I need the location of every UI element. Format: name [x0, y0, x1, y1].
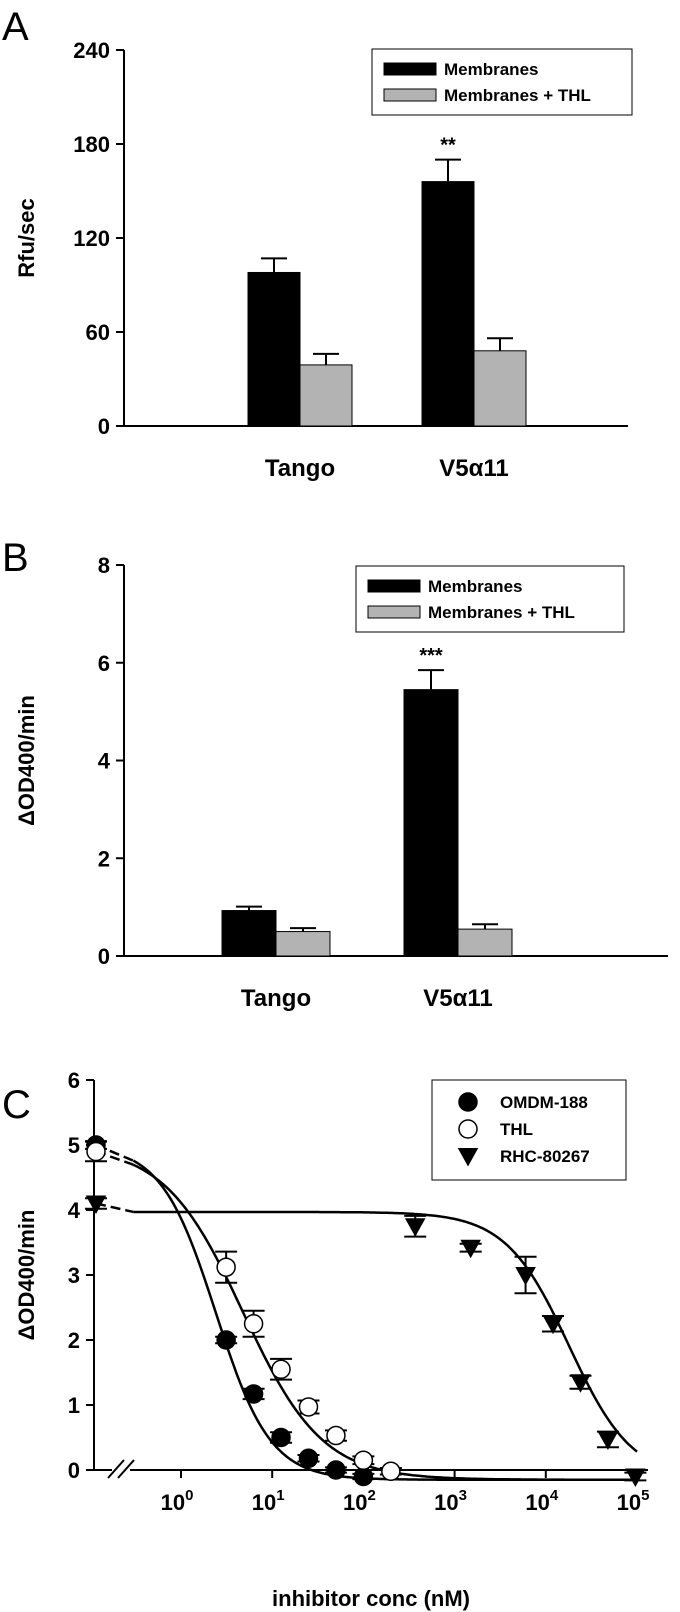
x-tick-label: 100 — [161, 1487, 194, 1515]
bar — [403, 689, 459, 957]
legend-label: OMDM-188 — [500, 1093, 588, 1112]
category-label: Tango — [265, 455, 335, 482]
y-tick-label: 60 — [86, 320, 110, 345]
data-point — [271, 1427, 291, 1448]
data-point — [597, 1431, 619, 1450]
data-point — [298, 1397, 319, 1417]
data-point — [353, 1466, 374, 1487]
data-point — [353, 1450, 374, 1470]
y-tick-label: 4 — [68, 1198, 81, 1223]
data-point — [216, 1257, 236, 1277]
legend-label: RHC-80267 — [500, 1147, 590, 1166]
bar — [457, 928, 513, 957]
y-tick-label: 0 — [98, 944, 110, 969]
y-tick-label: 8 — [98, 553, 110, 578]
legend-swatch — [383, 62, 437, 76]
category-label: Tango — [241, 985, 311, 1012]
data-point — [458, 1092, 478, 1112]
panel-b: B 0 2 4 6 8 ΔOD400/min Tango V5α11 *** Membranes M… — [2, 536, 668, 1012]
y-tick-label: 3 — [68, 1263, 80, 1288]
y-tick-label: 2 — [68, 1328, 80, 1353]
panel-c: C 0 1 2 3 4 5 6 100 101 102 103 104 105 inhibitor con… — [2, 1068, 649, 1611]
category-label: V5α11 — [439, 455, 508, 482]
x-tick-label: 104 — [525, 1487, 558, 1515]
data-point — [457, 1148, 479, 1167]
y-axis-title: ΔOD400/min — [14, 695, 39, 826]
data-point — [542, 1315, 564, 1335]
bar — [473, 350, 527, 427]
data-point — [460, 1239, 481, 1259]
bar — [247, 271, 301, 427]
y-tick-label: 2 — [98, 846, 110, 871]
legend-label: THL — [500, 1120, 533, 1139]
y-tick-label: 180 — [73, 132, 110, 157]
panel-c-letter: C — [2, 1083, 31, 1127]
y-tick-label: 120 — [73, 226, 110, 251]
data-point — [271, 1359, 291, 1379]
x-tick-label: 105 — [617, 1487, 650, 1515]
data-point — [243, 1314, 264, 1334]
data-point — [243, 1384, 264, 1404]
data-point — [625, 1468, 646, 1488]
legend-swatch — [367, 579, 421, 593]
data-point — [404, 1218, 426, 1237]
panel-a: A 0 60 120 180 240 Rfu/sec Tango V5α11 ** Membran… — [2, 5, 633, 482]
bar — [275, 931, 331, 957]
x-tick-label: 102 — [343, 1487, 376, 1515]
x-axis-title: inhibitor conc (nM) — [272, 1586, 470, 1611]
legend-label: Membranes + THL — [444, 86, 591, 105]
data-point — [570, 1374, 591, 1393]
y-tick-label: 240 — [73, 38, 110, 63]
y-tick-label: 1 — [68, 1393, 80, 1418]
bar — [421, 181, 475, 427]
y-tick-label: 0 — [98, 414, 110, 439]
data-point — [86, 1141, 106, 1162]
y-tick-label: 6 — [98, 651, 110, 676]
axis-break-mark — [117, 1459, 135, 1479]
x-tick-label: 101 — [252, 1487, 285, 1515]
y-axis-title: ΔOD400/min — [14, 1210, 39, 1341]
legend-label: Membranes — [444, 60, 538, 79]
y-tick-label: 5 — [68, 1133, 80, 1158]
data-point — [326, 1425, 346, 1446]
data-point — [85, 1195, 107, 1215]
bar — [221, 910, 277, 957]
legend-box — [371, 48, 633, 116]
y-axis-title: Rfu/sec — [14, 198, 39, 277]
legend-label: Membranes + THL — [428, 603, 575, 622]
bar — [299, 364, 353, 427]
legend-swatch — [367, 605, 421, 619]
category-label: V5α11 — [423, 985, 492, 1012]
legend-box — [355, 565, 625, 633]
significance-label: *** — [419, 645, 443, 667]
significance-label: ** — [440, 135, 456, 157]
y-tick-label: 4 — [98, 749, 111, 774]
panel-a-letter: A — [2, 5, 29, 49]
data-point — [381, 1461, 401, 1482]
y-tick-label: 0 — [68, 1458, 80, 1483]
legend-label: Membranes — [428, 577, 522, 596]
data-point — [458, 1119, 478, 1139]
axis-break-mark — [107, 1459, 125, 1479]
data-point — [216, 1330, 236, 1350]
data-point — [515, 1267, 536, 1286]
data-point — [326, 1460, 346, 1480]
legend-swatch — [383, 88, 437, 102]
y-tick-label: 6 — [68, 1068, 80, 1093]
x-tick-label: 103 — [434, 1487, 467, 1515]
panel-b-letter: B — [2, 536, 29, 580]
fit-curve — [133, 1210, 638, 1453]
data-point — [298, 1448, 319, 1469]
fit-connector — [95, 1202, 134, 1214]
fit-curve — [132, 1159, 637, 1481]
